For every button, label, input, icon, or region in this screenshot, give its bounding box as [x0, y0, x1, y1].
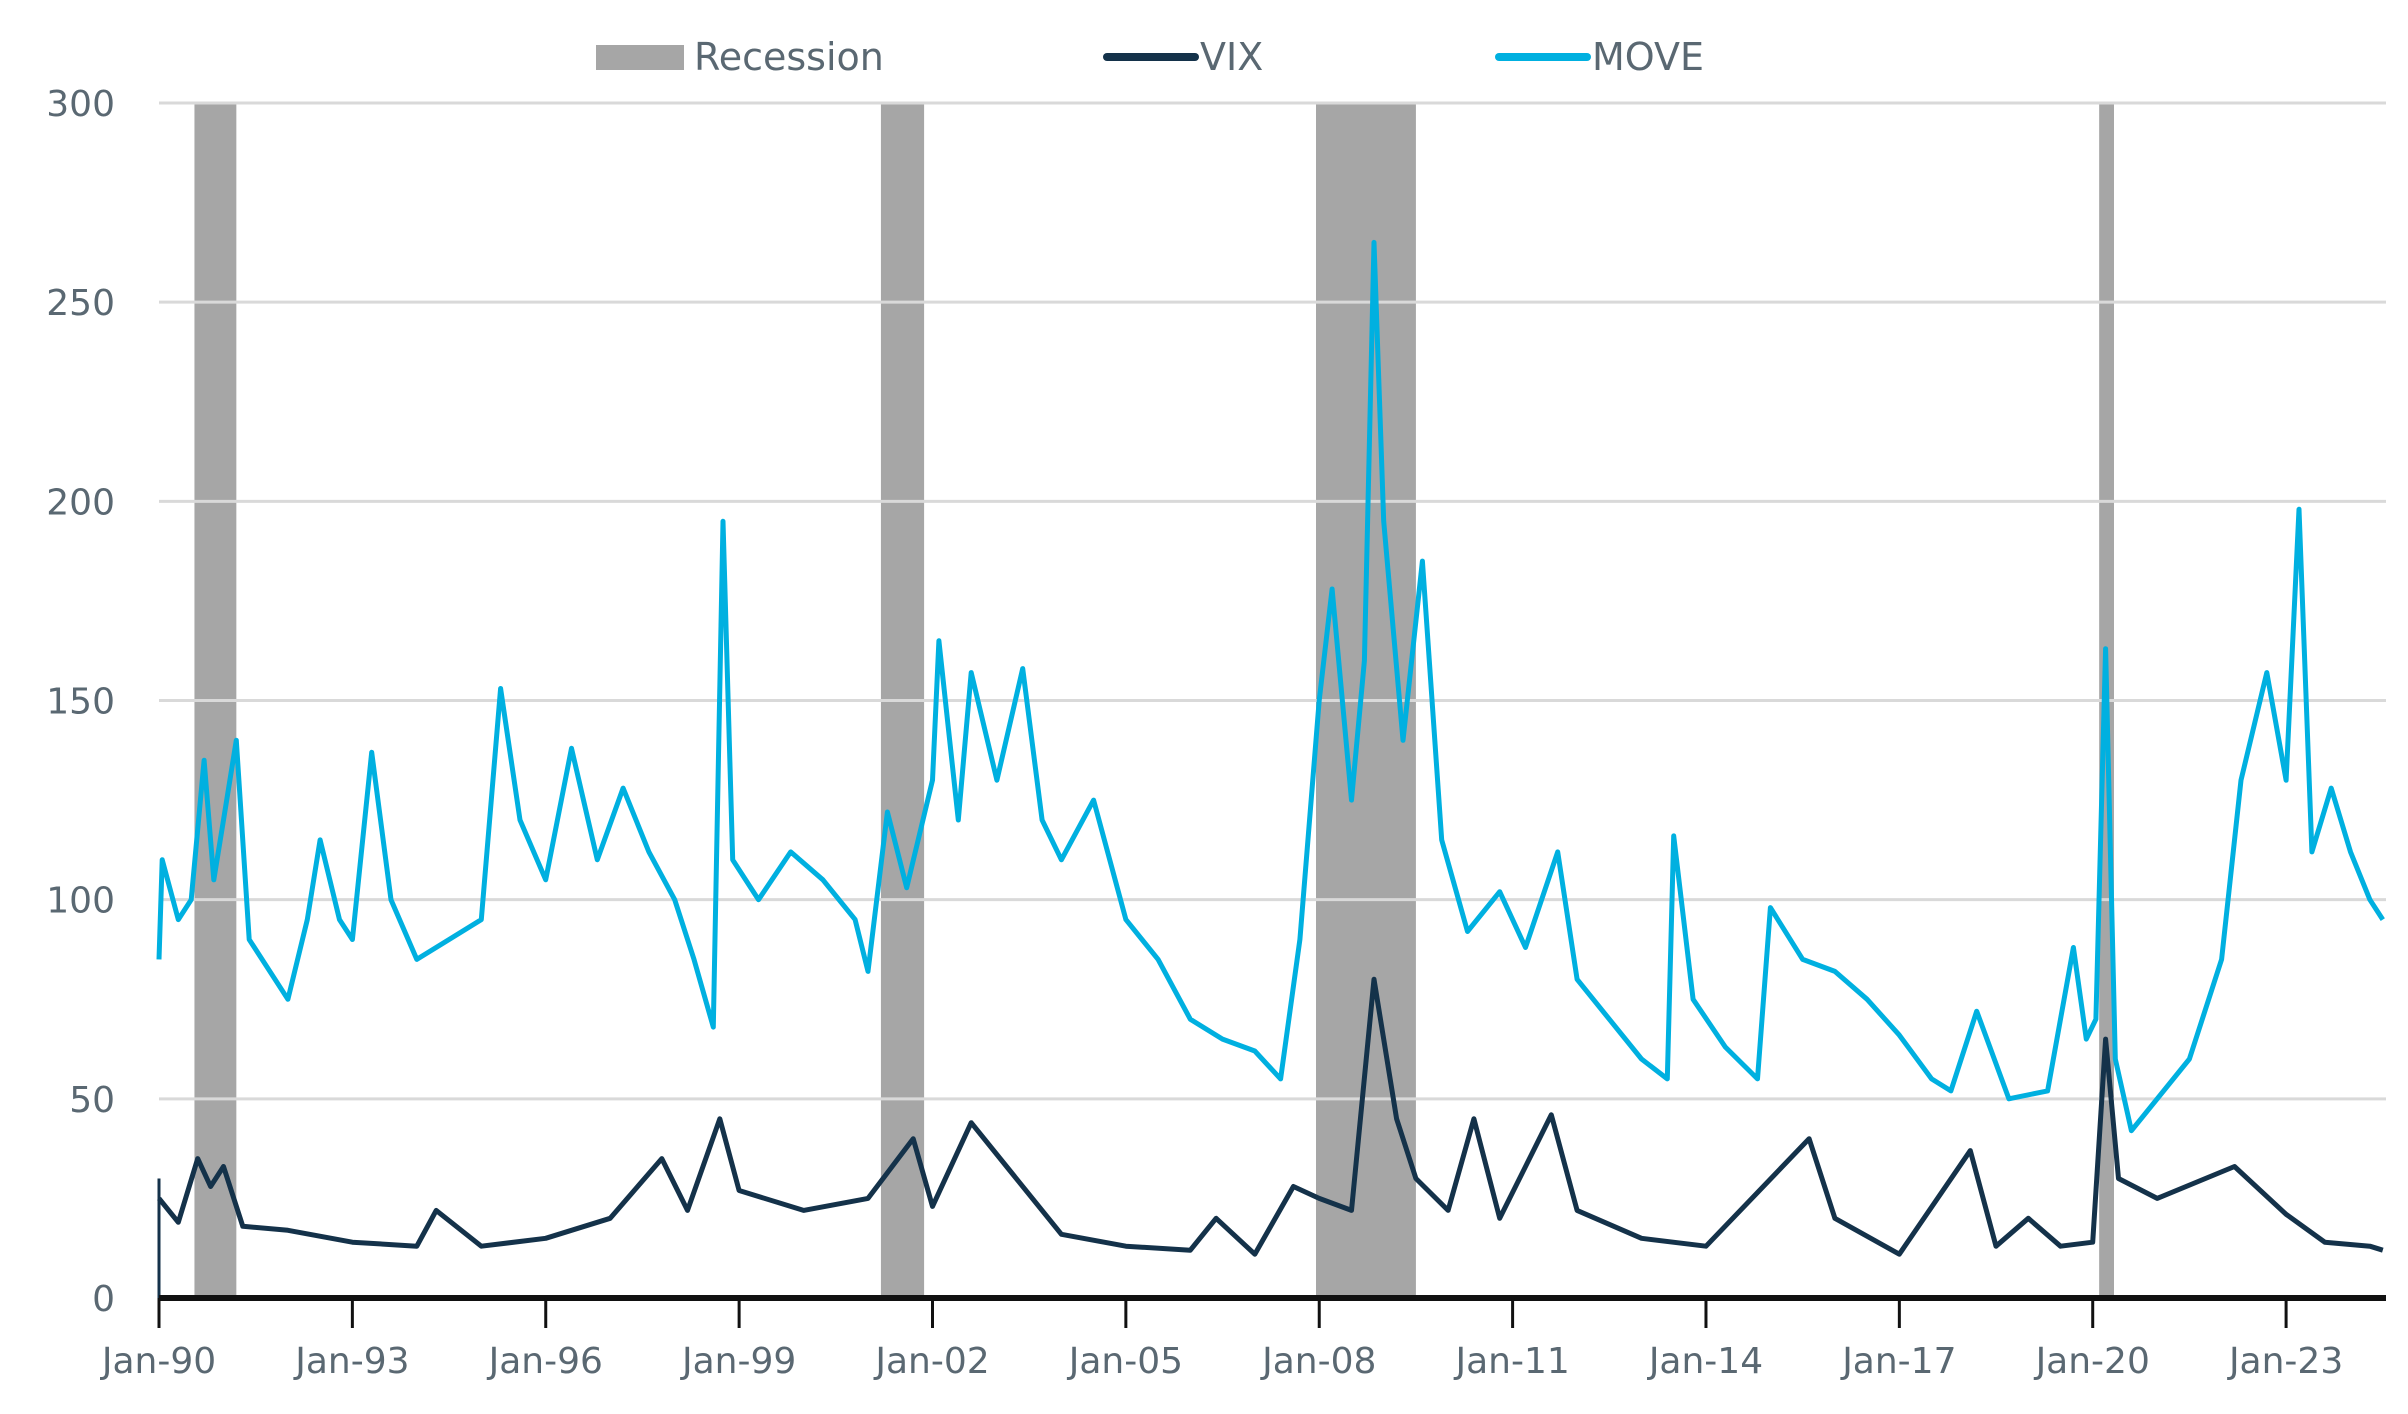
x-tick-label: Jan-96: [487, 1341, 603, 1382]
y-tick-label: 250: [46, 283, 115, 324]
legend-label-move: MOVE: [1592, 35, 1704, 79]
legend-label-vix: VIX: [1200, 35, 1263, 79]
x-tick-label: Jan-23: [2227, 1341, 2343, 1382]
x-tick-label: Jan-90: [100, 1341, 216, 1382]
x-tick-label: Jan-11: [1453, 1341, 1569, 1382]
legend-label-recession: Recession: [694, 35, 884, 79]
x-tick-label: Jan-02: [873, 1341, 989, 1382]
legend-swatch-recession: [596, 45, 684, 70]
gridlines: [159, 101, 2386, 1101]
y-tick-label: 0: [92, 1279, 115, 1320]
x-tick-label: Jan-20: [2034, 1341, 2150, 1382]
x-tick-label: Jan-08: [1260, 1341, 1376, 1382]
y-tick-label: 150: [46, 682, 115, 723]
y-tick-label: 100: [46, 881, 115, 922]
x-axis-ticks: Jan-90 Jan-93 Jan-96 Jan-99 Jan-02 Jan-05 Jan-…: [100, 1298, 2343, 1382]
x-tick-label: Jan-17: [1840, 1341, 1956, 1382]
y-tick-label: 300: [46, 84, 115, 125]
x-tick-label: Jan-05: [1067, 1341, 1183, 1382]
x-tick-label: Jan-93: [293, 1341, 409, 1382]
series-line-move: [156, 239, 2385, 1134]
y-tick-label: 50: [69, 1080, 115, 1121]
series-lines: [156, 239, 2385, 1257]
y-tick-label: 200: [46, 482, 115, 523]
y-axis-ticks: 0 50 100 150 200 250 300: [46, 84, 115, 1320]
x-tick-label: Jan-99: [680, 1341, 796, 1382]
axes: [157, 1178, 2386, 1301]
x-tick-label: Jan-14: [1647, 1341, 1763, 1382]
legend: Recession VIX MOVE: [596, 35, 1704, 79]
series-line-vix: [157, 976, 2384, 1257]
